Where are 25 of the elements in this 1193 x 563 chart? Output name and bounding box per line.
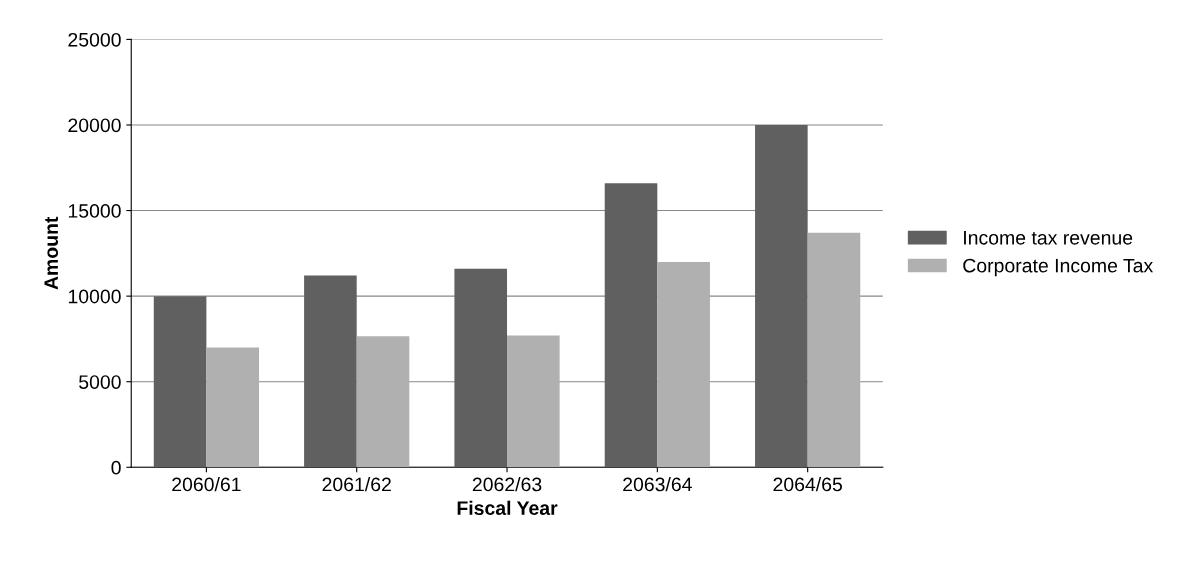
y-tick-label: 25000 — [68, 32, 121, 47]
y-tick-label: 20000 — [68, 118, 121, 133]
y-tick-label: 15000 — [68, 204, 121, 218]
bar — [807, 232, 861, 468]
bar — [356, 336, 410, 468]
bar — [657, 261, 710, 468]
bar — [304, 275, 357, 468]
bar — [454, 268, 508, 468]
y-axis-title: Amount — [44, 216, 59, 290]
x-tick-label: 2061/62 — [322, 477, 391, 492]
x-tick-label: 2062/63 — [472, 477, 542, 492]
x-tick-label: 2060/61 — [172, 477, 241, 492]
legend-label: Income tax revenue — [964, 231, 1133, 245]
x-axis-title: Fiscal Year — [457, 500, 558, 515]
y-tick-label: 10000 — [68, 289, 121, 304]
legend-label: Corporate Income Tax — [963, 258, 1154, 277]
bar — [153, 296, 207, 468]
bar — [507, 335, 560, 468]
y-tick-label: 5000 — [79, 375, 121, 389]
bar — [755, 124, 808, 468]
y-tick-label: 0 — [111, 460, 121, 475]
bar — [206, 347, 259, 468]
x-tick-label: 2063/64 — [623, 477, 692, 492]
bar — [604, 183, 658, 468]
x-tick-label: 2064/65 — [773, 477, 842, 492]
